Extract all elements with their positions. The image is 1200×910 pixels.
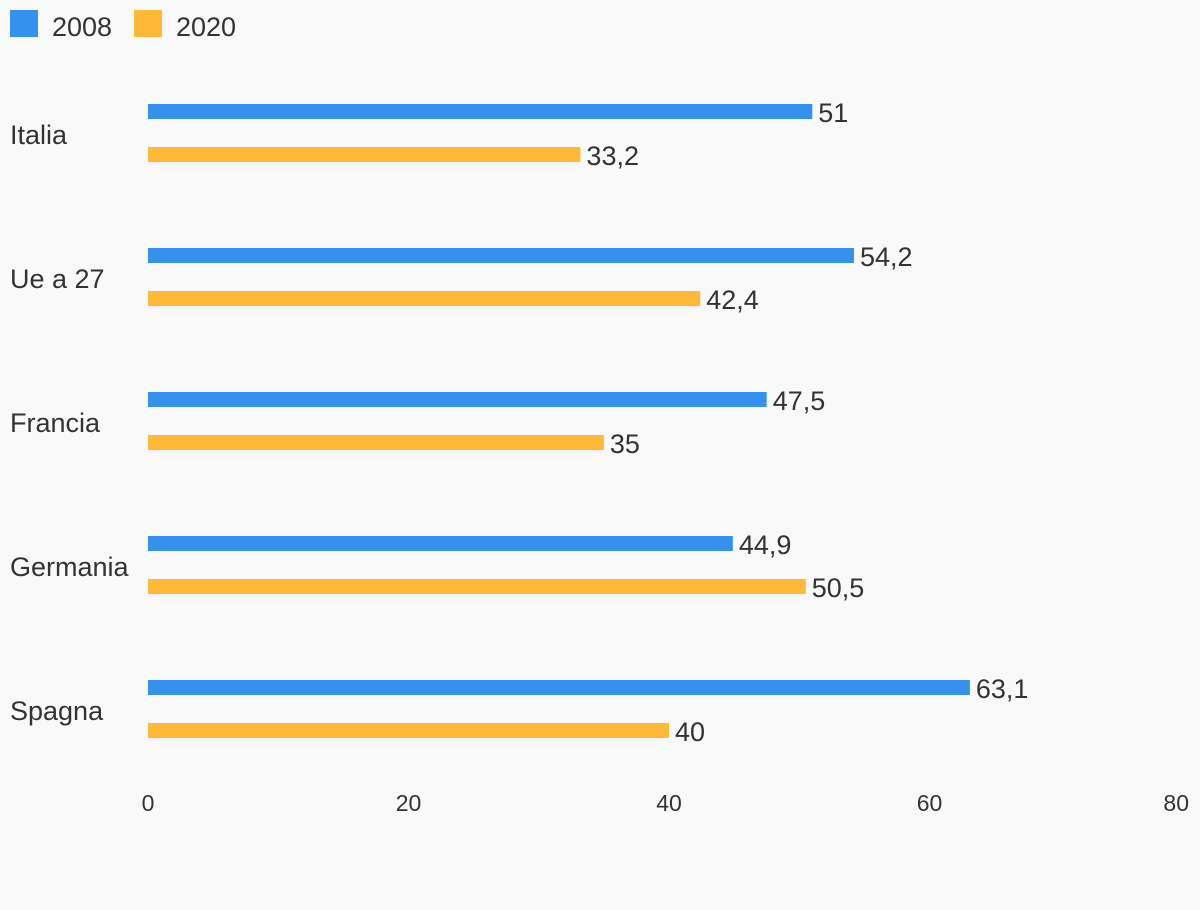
legend-label-2008: 2008 xyxy=(52,12,112,42)
category-label: Ue a 27 xyxy=(10,264,105,294)
value-label: 47,5 xyxy=(773,386,826,416)
value-label: 44,9 xyxy=(739,530,792,560)
bar-2020 xyxy=(148,291,701,306)
x-tick-label: 0 xyxy=(142,790,155,816)
value-label: 54,2 xyxy=(860,242,913,272)
category-label: Spagna xyxy=(10,696,104,726)
x-tick-label: 20 xyxy=(396,790,422,816)
value-label: 42,4 xyxy=(706,285,759,315)
category-label: Francia xyxy=(10,408,101,438)
legend-swatch-2020 xyxy=(134,10,162,37)
legend-swatch-2008 xyxy=(10,10,38,37)
value-label: 40 xyxy=(675,717,705,747)
bar-2008 xyxy=(148,392,767,407)
category-label: Germania xyxy=(10,552,130,582)
bar-2020 xyxy=(148,435,604,450)
bar-2020 xyxy=(148,579,806,594)
x-tick-label: 60 xyxy=(917,790,943,816)
value-label: 51 xyxy=(818,98,848,128)
legend: 2008 2020 xyxy=(10,10,236,42)
x-axis: 0 20 40 60 80 xyxy=(142,790,1189,816)
value-label: 50,5 xyxy=(812,573,865,603)
bar-2020 xyxy=(148,723,669,738)
value-label: 63,1 xyxy=(976,674,1029,704)
category-labels: Italia Ue a 27 Francia Germania Spagna xyxy=(10,120,130,726)
category-label: Italia xyxy=(10,120,68,150)
x-tick-label: 40 xyxy=(656,790,682,816)
value-label: 35 xyxy=(610,429,640,459)
legend-label-2020: 2020 xyxy=(176,12,236,42)
bar-2008 xyxy=(148,536,733,551)
bar-2020 xyxy=(148,147,581,162)
x-tick-label: 80 xyxy=(1163,790,1189,816)
bars xyxy=(148,104,970,738)
bar-2008 xyxy=(148,104,813,119)
value-label: 33,2 xyxy=(586,141,639,171)
bar-2008 xyxy=(148,680,970,695)
bar-2008 xyxy=(148,248,854,263)
value-labels: 51 33,2 54,2 42,4 47,5 35 44,9 50,5 63,1 40 xyxy=(586,98,1028,747)
